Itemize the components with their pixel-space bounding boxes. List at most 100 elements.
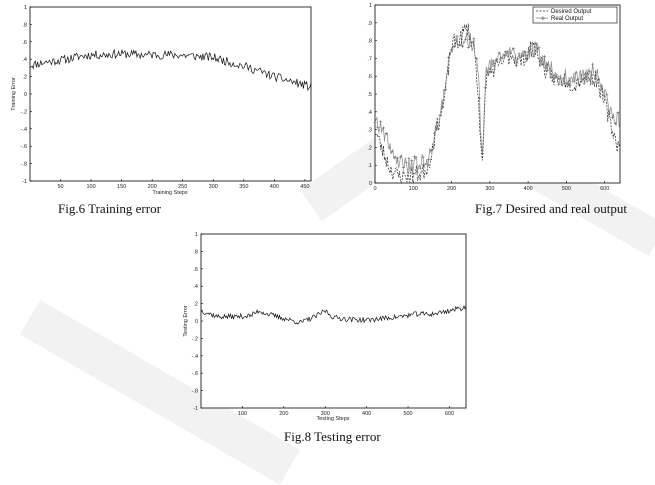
fig7-series-1-point xyxy=(466,45,470,49)
fig6-plot-frame xyxy=(29,6,312,182)
fig6-training-error-chart: 50 100 150 200 250 300 350 400 450 -1 -.8 -.6 -.4 -.2… xyxy=(11,5,312,196)
fig7-ytick-label: .7 xyxy=(367,56,372,62)
fig8-ytick-label: -1 xyxy=(193,406,198,412)
fig7-ytick-label: .1 xyxy=(367,163,372,169)
fig6-ytick-label: 0 xyxy=(24,92,27,98)
fig7-series-1-point xyxy=(585,79,589,83)
fig7-series-1-point xyxy=(557,83,561,87)
fig6-xtick-label: 450 xyxy=(300,184,309,190)
fig7-legend-box xyxy=(532,6,618,24)
fig7-ytick-label: 1 xyxy=(369,3,372,9)
fig7-series-1-point xyxy=(495,57,499,61)
fig7-ytick-label: .9 xyxy=(367,21,372,27)
fig7-xtick-label: 100 xyxy=(409,186,418,192)
fig7-series-1-point xyxy=(574,71,578,75)
fig7-series-1-point xyxy=(421,155,425,159)
fig6-xtick-label: 50 xyxy=(57,184,63,190)
fig7-series-1-point xyxy=(591,62,595,66)
fig8-series-0-line xyxy=(200,305,467,325)
fig7-xtick-label: 300 xyxy=(485,186,494,192)
fig8-xtick-label: 300 xyxy=(321,411,330,417)
fig7-output-chart: 0 100 200 300 400 500 6000.1.2.3.4.5.6.7.8.91 … xyxy=(367,3,621,192)
fig7-series-1-point xyxy=(523,50,527,54)
fig7-series-1-point xyxy=(407,156,411,160)
fig7-xtick-label: 400 xyxy=(524,186,533,192)
fig7-series-1-line xyxy=(374,33,621,174)
fig7-series-1-point xyxy=(571,80,575,84)
fig8-ytick-label: .2 xyxy=(193,302,198,308)
fig7-series-1-point xyxy=(497,51,501,55)
fig7-series-0-line xyxy=(374,23,621,185)
fig7-series-1-point xyxy=(594,77,597,81)
fig7-series-1-point xyxy=(435,125,439,129)
fig6-ytick-label: .4 xyxy=(22,57,27,63)
fig8-plot-frame xyxy=(200,233,467,409)
fig7-caption: Fig.7 Desired and real output xyxy=(475,201,627,216)
fig7-series-1-point xyxy=(472,37,476,41)
fig7-series-1-point xyxy=(381,126,385,130)
fig7-legend-desired-label: Desired Output xyxy=(551,9,592,15)
fig7-series-1-point xyxy=(560,81,564,85)
fig8-ytick-label: .6 xyxy=(193,267,198,273)
fig7-series-1-point xyxy=(503,54,507,58)
fig7-series-1-point xyxy=(478,96,482,100)
fig7-series-1-point xyxy=(568,84,572,88)
fig7-series-1-point xyxy=(577,82,581,86)
fig6-series-0-line xyxy=(29,48,312,92)
fig7-legend-real-marker: + xyxy=(540,14,546,22)
fig8-ytick-label: .4 xyxy=(193,284,198,290)
fig7-series-1-point xyxy=(410,159,414,163)
fig7-series-1-point xyxy=(500,56,504,60)
fig7-series-1-point xyxy=(512,47,516,51)
fig8-ytick-label: .8 xyxy=(193,249,198,255)
fig7-series-1-point xyxy=(492,59,496,63)
fig7-series-1-point xyxy=(616,111,620,115)
fig7-series-1-point xyxy=(430,148,434,152)
fig7-series-1-point xyxy=(469,40,473,44)
fig7-series-1-point xyxy=(438,113,442,117)
fig7-series-1-point xyxy=(534,42,538,46)
fig7-series-1-point xyxy=(531,54,535,58)
fig8-caption: Fig.8 Testing error xyxy=(284,429,381,444)
fig8-ytick-label: 0 xyxy=(195,319,198,325)
fig7-series-1-point xyxy=(554,75,558,79)
fig7-xtick-label: 200 xyxy=(447,186,456,192)
fig7-series-1-point xyxy=(579,80,583,84)
fig6-ytick-label: -.4 xyxy=(21,127,27,133)
fig7-series-1-point xyxy=(588,70,592,74)
fig8-xtick-label: 200 xyxy=(279,411,288,417)
fig7-series-1-point xyxy=(565,82,569,86)
fig7-series-1-point xyxy=(379,120,383,124)
fig6-xtick-label: 250 xyxy=(178,184,187,190)
fig6-xtick-label: 300 xyxy=(209,184,218,190)
fig6-ytick-label: -.8 xyxy=(21,162,27,168)
fig7-series-1-point xyxy=(551,73,555,77)
fig8-xtick-label: 500 xyxy=(403,411,412,417)
fig7-xtick-label: 500 xyxy=(562,186,571,192)
fig7-series-1-point xyxy=(390,150,394,154)
fig7-series-1-point xyxy=(393,156,397,160)
fig7-series-1-point xyxy=(432,131,436,135)
fig7-series-1-point xyxy=(610,116,614,120)
fig7-legend: Desired Output + Real Output xyxy=(532,6,618,24)
fig7-series-1-point xyxy=(424,162,428,166)
fig8-ylabel: Testing Error xyxy=(183,305,189,336)
fig8-ytick-label: -.4 xyxy=(192,354,198,360)
fig6-ytick-label: -.6 xyxy=(21,144,27,150)
fig7-series-1-point xyxy=(461,45,465,49)
fig7-series-1-point xyxy=(480,151,484,155)
fig7-series-1-point xyxy=(543,54,547,58)
fig8-xtick-label: 600 xyxy=(445,411,454,417)
fig7-series-1-point xyxy=(599,88,603,92)
fig7-series-1-point xyxy=(526,57,530,61)
fig8-xlabel: Testing Steps xyxy=(316,416,349,422)
fig6-ytick-label: 1 xyxy=(24,5,27,11)
fig6-xtick-label: 400 xyxy=(270,184,279,190)
fig6-xtick-label: 100 xyxy=(86,184,95,190)
fig6-ytick-label: -1 xyxy=(22,179,27,185)
fig7-series-1-point xyxy=(401,166,405,170)
fig7-xtick-label: 600 xyxy=(600,186,609,192)
fig6-ytick-label: .8 xyxy=(22,22,27,28)
fig7-series-1-point xyxy=(509,52,513,56)
fig7-ytick-label: .5 xyxy=(367,92,372,98)
